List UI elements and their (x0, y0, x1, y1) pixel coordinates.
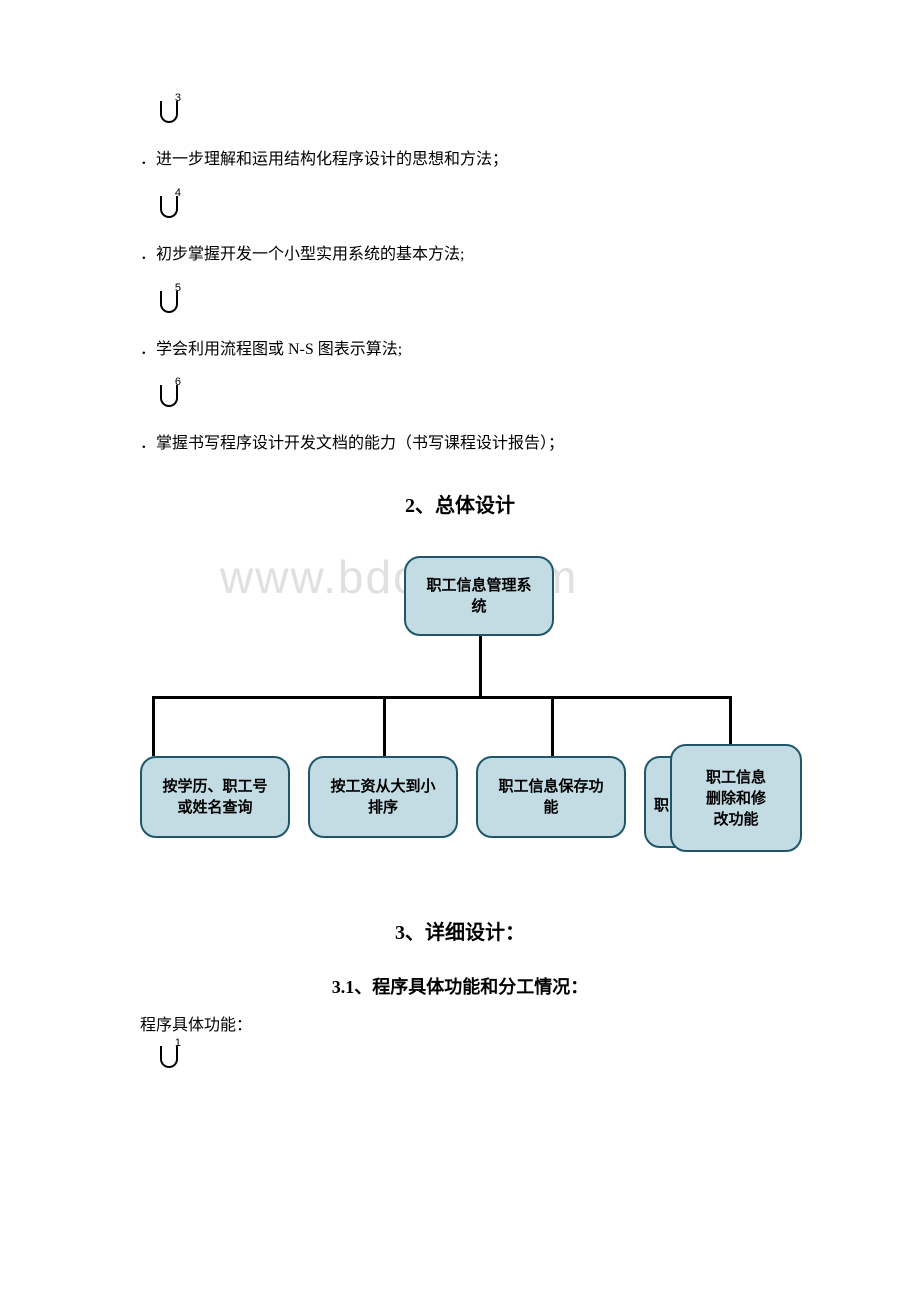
connector-line (152, 696, 732, 699)
connector-line (383, 696, 386, 756)
heading-overall-design: 2、总体设计 (140, 489, 780, 518)
diagram-child-node: 按工资从大到小排序 (308, 756, 458, 838)
list-item-text: ．进一步理解和运用结构化程序设计的思想和方法； (140, 146, 780, 175)
list-marker: 5 (160, 290, 178, 320)
connector-line (152, 696, 155, 756)
marker-number: 5 (175, 282, 181, 294)
subheading-functions: 3.1、程序具体功能和分工情况： (140, 973, 780, 999)
diagram-child-node: 职工信息删除和修改功能 (670, 744, 802, 852)
function-label: 程序具体功能： (140, 1011, 780, 1035)
marker-number: 4 (175, 187, 181, 199)
org-chart-diagram: www.bdocx.com 职工信息管理系统 按学历、职工号或姓名查询 按工资从… (140, 546, 820, 886)
list-marker: 1 (160, 1045, 178, 1075)
list-item-text: ．初步掌握开发一个小型实用系统的基本方法; (140, 241, 780, 270)
list-item-text: ．学会利用流程图或 N-S 图表示算法; (140, 336, 780, 365)
list-marker: 3 (160, 100, 178, 130)
marker-number: 3 (175, 92, 181, 104)
diagram-child-node: 按学历、职工号或姓名查询 (140, 756, 290, 838)
list-item-text: ．掌握书写程序设计开发文档的能力（书写课程设计报告）； (140, 430, 780, 459)
marker-number: 6 (175, 376, 181, 388)
heading-detail-design: 3、详细设计： (140, 916, 780, 945)
connector-line (479, 636, 482, 696)
list-marker: 4 (160, 195, 178, 225)
list-marker: 6 (160, 384, 178, 414)
connector-line (551, 696, 554, 756)
diagram-child-node: 职工信息保存功能 (476, 756, 626, 838)
marker-number: 1 (175, 1037, 181, 1049)
connector-line (729, 696, 732, 744)
diagram-root-node: 职工信息管理系统 (404, 556, 554, 636)
stack-label: 职 (654, 794, 669, 815)
